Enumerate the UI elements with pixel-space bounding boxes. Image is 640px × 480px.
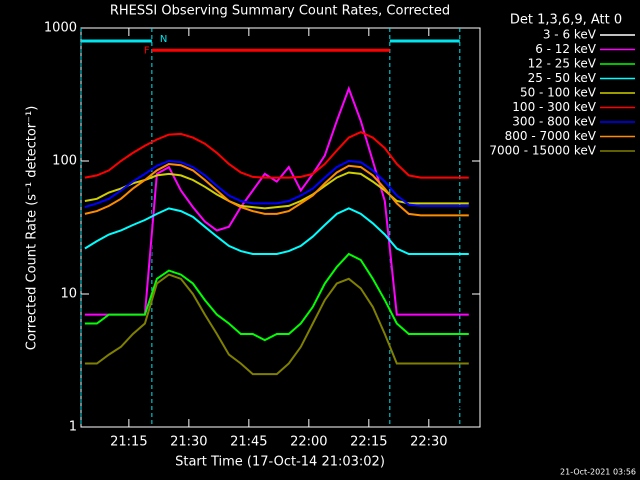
legend-label: 50 - 100 keV [520,86,597,100]
series-line [84,159,469,209]
x-tick-label: 22:15 [350,435,387,450]
x-tick-label: 21:30 [170,435,207,450]
legend-label: 100 - 300 keV [512,100,596,114]
series-line [84,85,469,316]
footer: 21-Oct-2021 03:56 [560,468,636,477]
series-line [84,95,469,413]
y-tick-label: 1 [69,420,77,435]
chart-title: RHESSI Observing Summary Count Rates, Co… [110,4,450,19]
x-tick-label: 21:45 [230,435,267,450]
series-line [84,273,469,376]
plot-frame [80,27,481,428]
legend-label: 25 - 50 keV [528,71,597,85]
y-tick-label: 10 [60,287,77,302]
flare-label: F [144,45,150,56]
series-line [84,252,469,342]
series-line [84,162,469,217]
x-tick-label: 22:00 [290,435,327,450]
legend-label: 3 - 6 keV [543,28,597,42]
y-tick-label: 1000 [44,21,77,36]
legend-label: 7000 - 15000 keV [489,144,596,158]
series-line [84,130,469,179]
night-label: N [160,34,167,45]
legend-label: 300 - 800 keV [512,115,596,129]
x-axis-label: Start Time (17-Oct-14 21:03:02) [175,455,385,470]
series-line [84,207,469,255]
legend-label: 6 - 12 keV [535,42,597,56]
legend-label: 12 - 25 keV [528,57,597,71]
x-tick-label: 21:15 [110,435,147,450]
legend-label: 800 - 7000 keV [505,129,597,143]
legend-title: Det 1,3,6,9, Att 0 [510,13,622,28]
y-tick-label: 100 [52,154,77,169]
x-tick-label: 22:30 [410,435,447,450]
y-axis-label: Corrected Count Rate (s⁻¹ detector⁻¹) [25,106,40,351]
